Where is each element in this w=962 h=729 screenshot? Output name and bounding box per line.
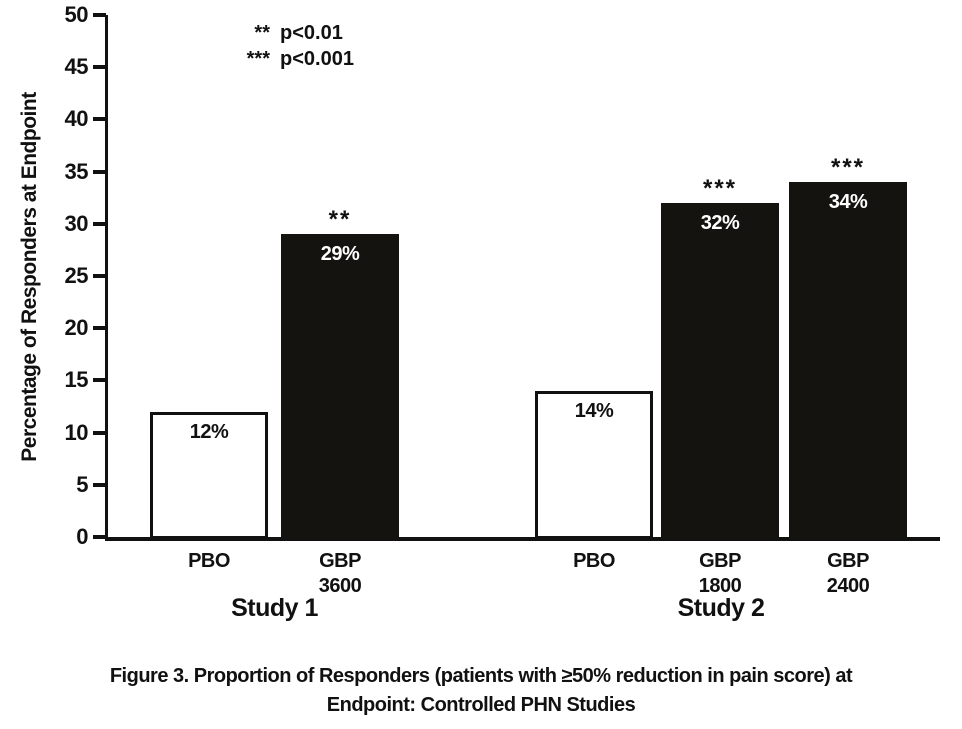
y-axis-tick xyxy=(93,117,106,122)
y-tick-label: 0 xyxy=(76,524,88,549)
y-axis-tick xyxy=(93,65,106,70)
bar xyxy=(661,202,779,539)
bar-x-label: GBP 1800 xyxy=(698,550,742,597)
y-axis-tick xyxy=(93,378,106,383)
bar-value-label: 32% xyxy=(700,211,740,234)
y-axis-tick xyxy=(93,221,106,226)
y-tick-label: 35 xyxy=(64,158,89,184)
y-axis-tick xyxy=(93,274,106,278)
y-tick-label: 25 xyxy=(64,263,89,288)
legend-row-p01: ** p<0.01 xyxy=(226,20,354,46)
legend-text: p<0.001 xyxy=(280,48,354,70)
legend-symbol: ** xyxy=(254,22,270,44)
y-tick-label: 40 xyxy=(64,106,89,132)
figure-caption: Figure 3. Proportion of Responders (pati… xyxy=(109,665,853,716)
x-axis-line xyxy=(105,537,940,541)
bar xyxy=(281,234,399,539)
group-label: Study 2 xyxy=(677,594,765,622)
bar-x-label: PBO xyxy=(188,550,230,572)
y-axis-tick xyxy=(93,482,106,487)
y-axis-tick xyxy=(93,535,106,539)
bar-value-label: 29% xyxy=(320,243,360,266)
legend-text: p<0.01 xyxy=(280,22,343,44)
y-axis-tick xyxy=(93,169,106,174)
bar xyxy=(150,411,268,539)
bar-x-label: PBO xyxy=(573,550,615,572)
bar-value-label: 14% xyxy=(574,399,614,422)
significance-marker: ** xyxy=(328,206,352,234)
y-tick-label: 30 xyxy=(64,210,89,236)
group-label: Study 1 xyxy=(231,594,318,622)
y-tick-label: 50 xyxy=(64,2,89,27)
y-tick-label: 15 xyxy=(64,367,89,393)
y-tick-label: 10 xyxy=(64,419,89,445)
legend-row-p001: *** p<0.001 xyxy=(226,46,354,72)
y-axis-tick xyxy=(93,326,106,331)
y-axis-tick xyxy=(93,430,106,435)
significance-marker: *** xyxy=(702,174,738,202)
significance-legend: ** p<0.01 *** p<0.001 xyxy=(226,20,354,72)
significance-marker: *** xyxy=(830,154,866,182)
y-axis-tick xyxy=(93,13,106,17)
bar xyxy=(789,182,907,539)
bar-value-label: 34% xyxy=(828,191,868,214)
bar xyxy=(535,390,653,539)
y-tick-label: 5 xyxy=(76,471,88,497)
bar-x-label: GBP 3600 xyxy=(318,550,362,597)
bar-value-label: 12% xyxy=(189,420,229,443)
y-tick-label: 45 xyxy=(64,54,89,80)
y-tick-label: 20 xyxy=(64,315,89,341)
y-axis-line xyxy=(105,15,108,541)
bar-x-label: GBP 2400 xyxy=(826,550,870,597)
legend-symbol: *** xyxy=(246,48,270,70)
